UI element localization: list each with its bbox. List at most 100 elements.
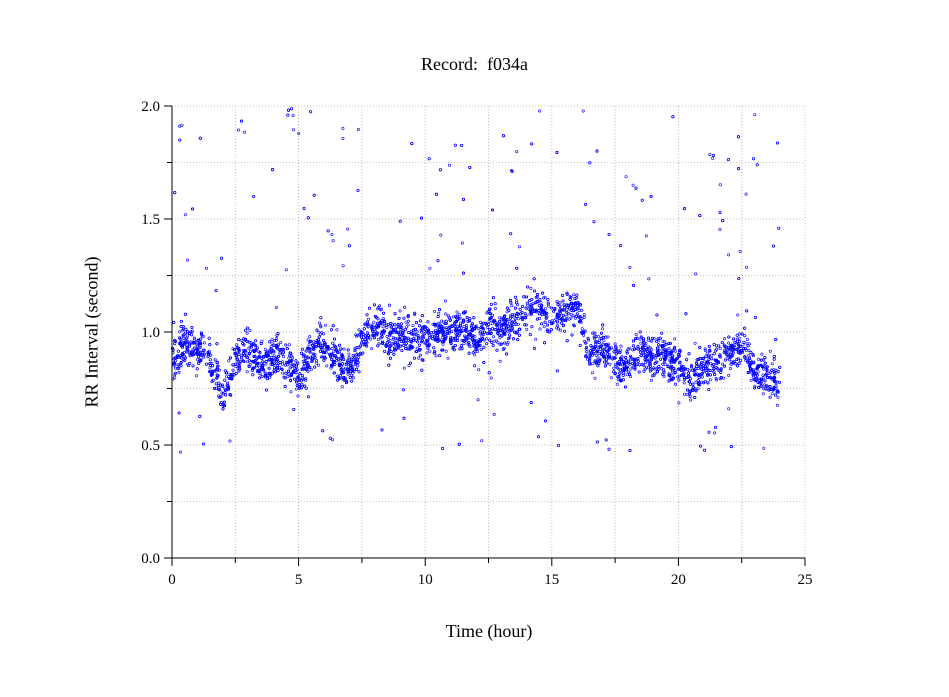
data-point [542,296,546,300]
data-point [608,362,612,366]
data-point [215,367,219,371]
data-point [425,351,429,355]
data-point [558,304,562,308]
data-point [329,328,333,332]
data-point [693,341,697,345]
data-point [221,407,225,411]
data-point [398,219,402,223]
data-point [356,364,360,368]
data-point [538,109,542,113]
data-point [383,349,387,353]
data-point [472,339,476,343]
data-point [197,359,201,363]
data-point [599,344,603,348]
data-point [647,358,651,362]
data-point [195,367,199,371]
data-point [691,368,695,372]
data-point [583,329,587,333]
data-point [237,364,241,368]
data-point [377,342,381,346]
data-point [274,336,278,340]
data-point [174,366,178,370]
data-point [625,351,629,355]
data-point [638,363,642,367]
data-point [281,350,285,354]
data-point [722,350,726,354]
data-point [420,358,424,362]
data-point [292,128,296,132]
data-point [731,351,735,355]
data-point [388,331,392,335]
data-point [420,314,424,318]
data-point [712,342,716,346]
data-point [700,372,704,376]
data-point [625,349,629,353]
data-point [191,329,195,333]
data-point [353,361,357,365]
data-point [426,328,430,332]
data-point [208,358,212,362]
data-point [735,364,739,368]
data-point [459,330,463,334]
data-point [638,350,642,354]
data-point [606,344,610,348]
data-point [561,299,565,303]
data-point [349,373,353,377]
data-point [592,337,596,341]
data-point [722,343,726,347]
data-point [181,351,185,355]
data-point [657,365,661,369]
data-point [742,340,746,344]
data-point [682,376,686,380]
data-point [488,338,492,342]
data-point [774,380,778,384]
data-point [604,438,608,442]
data-point [387,347,391,351]
data-point [561,308,565,312]
data-point [460,338,464,342]
data-point [485,342,489,346]
data-point [286,363,290,367]
data-point [656,350,660,354]
data-point [706,368,710,372]
data-point [366,336,370,340]
data-point [246,355,250,359]
data-point [678,348,682,352]
data-point [588,349,592,353]
data-point [251,373,255,377]
data-point [729,359,733,363]
data-point [569,303,573,307]
data-point [528,305,532,309]
data-point [406,338,410,342]
data-point [454,328,458,332]
data-point [588,353,592,357]
data-point [248,328,252,332]
data-point [634,332,638,336]
data-point [202,348,206,352]
data-point [655,369,659,373]
data-point [765,384,769,388]
data-point [269,344,273,348]
data-point [536,435,540,439]
data-point [265,377,269,381]
data-point [216,374,220,378]
data-point [492,319,496,323]
data-point [462,341,466,345]
data-point [756,370,760,374]
data-point [755,365,759,369]
data-point [499,326,503,330]
data-point [224,371,228,375]
data-point [688,377,692,381]
data-point [563,329,567,333]
data-point [616,375,620,379]
data-point [335,328,339,332]
data-point [224,388,228,392]
data-point [713,425,717,429]
data-point [426,320,430,324]
data-point [565,291,569,295]
data-point [436,259,440,263]
data-point [737,167,741,171]
data-point [344,362,348,366]
data-point [490,322,494,326]
data-point [735,347,739,351]
